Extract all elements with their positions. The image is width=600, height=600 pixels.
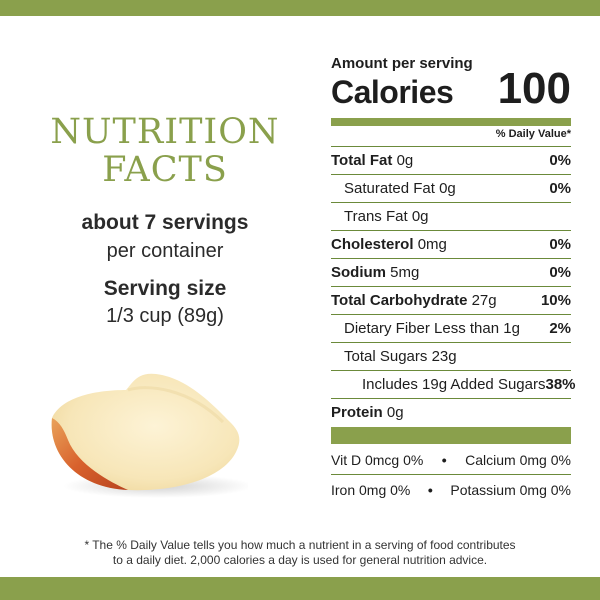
nutrient-row-trans-fat: Trans Fat 0g bbox=[331, 202, 571, 230]
footnote-line2: to a daily diet. 2,000 calories a day is… bbox=[112, 553, 488, 567]
nutrient-row-added-sugars: Includes 19g Added Sugars 38% bbox=[331, 370, 576, 398]
nutrient-name: Protein bbox=[331, 404, 383, 421]
nutrient-name: Cholesterol bbox=[331, 236, 414, 253]
nutrient-daily-value: 0% bbox=[549, 152, 571, 169]
nutrient-daily-value: 10% bbox=[540, 292, 571, 309]
nutrient-name: Includes 19g Added Sugars bbox=[362, 376, 546, 393]
nutrient-name: Dietary Fiber bbox=[344, 320, 430, 337]
nutrition-facts-title-line1: NUTRITION bbox=[50, 112, 280, 152]
calories-value: 100 bbox=[497, 64, 571, 113]
nutrient-amount: 5mg bbox=[390, 264, 420, 281]
nutrient-name: Total Carbohydrate bbox=[331, 292, 468, 309]
nutrient-row-protein: Protein 0g bbox=[331, 398, 571, 426]
nutrient-row-dietary-fiber: Dietary Fiber Less than 1g 2% bbox=[331, 314, 571, 342]
nutrient-row-total-fat: Total Fat 0g 0% bbox=[331, 146, 571, 174]
servings-per-container-bold: about 7 servings bbox=[81, 211, 249, 234]
nutrient-amount: 0g bbox=[386, 404, 404, 421]
daily-value-header: % Daily Value* bbox=[495, 128, 571, 140]
daily-value-footnote: * The % Daily Value tells you how much a… bbox=[60, 538, 540, 568]
bottom-accent-band bbox=[0, 577, 600, 600]
nutrient-amount: 23g bbox=[431, 348, 457, 365]
nutrient-name: Total Sugars bbox=[344, 348, 428, 365]
iron-value: Iron 0mg 0% bbox=[331, 481, 411, 498]
vitamin-d-value: Vit D 0mcg 0% bbox=[331, 451, 424, 468]
nutrient-name: Trans Fat bbox=[344, 208, 408, 225]
calories-divider bbox=[331, 118, 571, 126]
serving-size-label: Serving size bbox=[103, 277, 227, 300]
footnote-line1: * The % Daily Value tells you how much a… bbox=[84, 538, 516, 552]
nutrient-amount: 0g bbox=[439, 180, 456, 197]
nutrient-row-sodium: Sodium 5mg 0% bbox=[331, 258, 571, 286]
vitamin-row-1: Vit D 0mcg 0% • Calcium 0mg 0% bbox=[331, 445, 571, 474]
serving-size-value: 1/3 cup (89g) bbox=[106, 305, 224, 327]
calcium-value: Calcium 0mg 0% bbox=[465, 451, 571, 468]
nutrient-daily-value: 0% bbox=[549, 180, 571, 197]
nutrient-name: Sodium bbox=[331, 264, 386, 281]
nutrient-row-total-sugars: Total Sugars 23g bbox=[331, 342, 571, 370]
vitamin-row-2: Iron 0mg 0% • Potassium 0mg 0% bbox=[331, 475, 571, 504]
vitamin-divider bbox=[331, 474, 571, 475]
apple-slice-image bbox=[38, 360, 253, 500]
nutrient-amount: 27g bbox=[471, 292, 497, 309]
nutrient-amount: 0g bbox=[396, 152, 414, 169]
nutrient-amount: 0g bbox=[411, 208, 429, 225]
potassium-value: Potassium 0mg 0% bbox=[450, 481, 571, 498]
bullet-separator: • bbox=[441, 451, 447, 468]
top-accent-band bbox=[0, 0, 600, 16]
nutrient-daily-value: 0% bbox=[549, 264, 571, 281]
nutrient-daily-value: 38% bbox=[545, 376, 576, 393]
nutrient-amount: Less than 1g bbox=[434, 320, 520, 337]
nutrient-row-saturated-fat: Saturated Fat 0g 0% bbox=[331, 174, 571, 202]
bullet-separator: • bbox=[427, 481, 433, 498]
nutrient-name: Saturated Fat bbox=[344, 180, 435, 197]
nutrient-row-cholesterol: Cholesterol 0mg 0% bbox=[331, 230, 571, 258]
nutrient-daily-value: 0% bbox=[549, 236, 571, 253]
nutrient-amount: 0mg bbox=[417, 236, 447, 253]
nutrient-daily-value: 2% bbox=[549, 320, 571, 337]
vitamins-divider bbox=[331, 427, 571, 444]
servings-per-container-light: per container bbox=[106, 240, 224, 262]
calories-label: Calories bbox=[331, 74, 454, 110]
nutrient-name: Total Fat bbox=[331, 152, 393, 169]
nutrition-facts-title-line2: FACTS bbox=[102, 150, 228, 190]
nutrient-row-total-carbohydrate: Total Carbohydrate 27g 10% bbox=[331, 286, 571, 314]
amount-per-serving: Amount per serving bbox=[331, 55, 473, 72]
